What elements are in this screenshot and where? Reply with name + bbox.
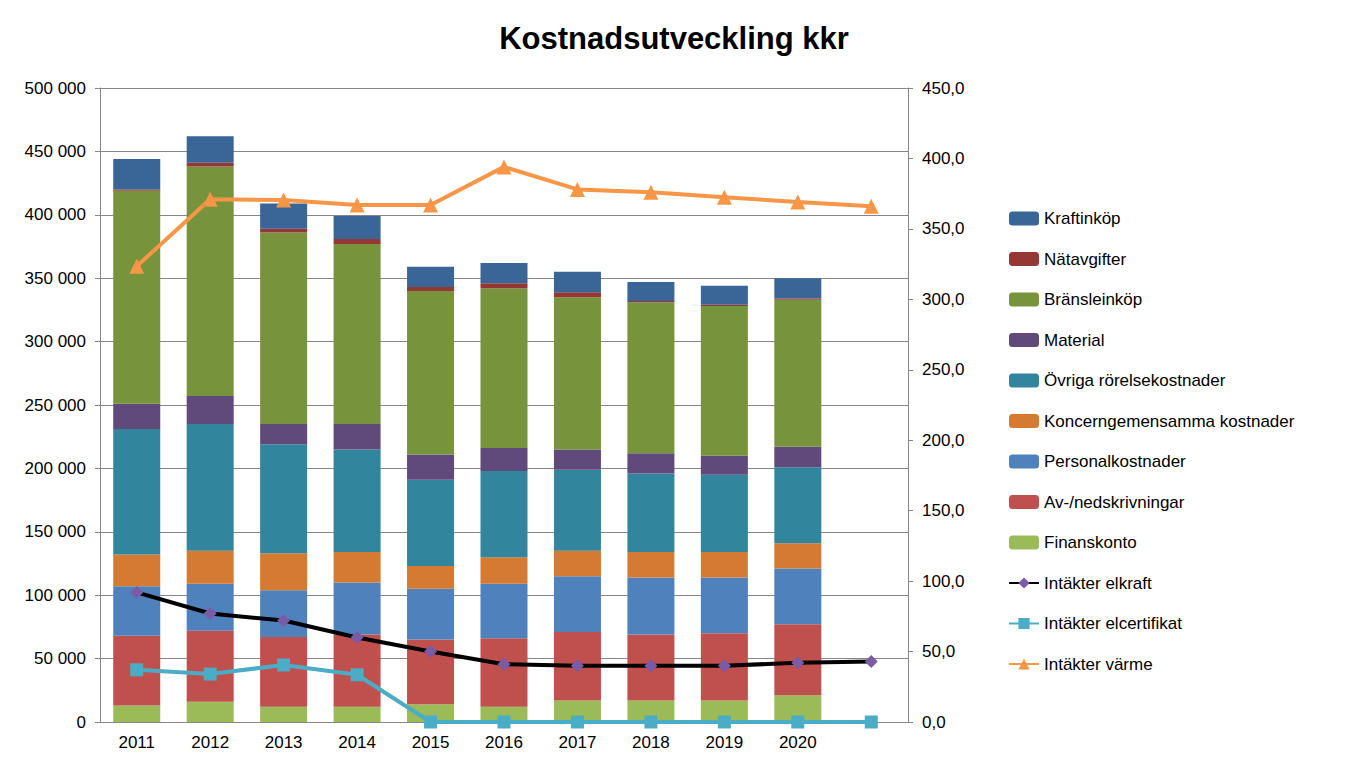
svg-text:300,0: 300,0 [922, 290, 965, 309]
svg-text:0,0: 0,0 [922, 713, 946, 732]
svg-text:2012: 2012 [191, 733, 229, 752]
svg-text:2014: 2014 [338, 733, 376, 752]
svg-text:150 000: 150 000 [25, 522, 86, 541]
svg-text:Övriga rörelsekostnader: Övriga rörelsekostnader [1044, 371, 1226, 390]
svg-text:100,0: 100,0 [922, 572, 965, 591]
svg-text:150,0: 150,0 [922, 501, 965, 520]
svg-text:Finanskonto: Finanskonto [1044, 533, 1137, 552]
svg-text:50 000: 50 000 [34, 649, 86, 668]
svg-text:Intäkter elkraft: Intäkter elkraft [1044, 574, 1152, 593]
svg-text:Personalkostnader: Personalkostnader [1044, 452, 1186, 471]
svg-text:450 000: 450 000 [25, 142, 86, 161]
svg-text:Kraftinköp: Kraftinköp [1044, 209, 1121, 228]
svg-text:200,0: 200,0 [922, 431, 965, 450]
svg-text:400 000: 400 000 [25, 205, 86, 224]
svg-text:2019: 2019 [705, 733, 743, 752]
svg-text:Av-/nedskrivningar: Av-/nedskrivningar [1044, 493, 1185, 512]
svg-text:400,0: 400,0 [922, 149, 965, 168]
svg-text:2020: 2020 [779, 733, 817, 752]
svg-text:300 000: 300 000 [25, 332, 86, 351]
svg-text:2017: 2017 [559, 733, 597, 752]
svg-text:100 000: 100 000 [25, 586, 86, 605]
svg-text:Koncerngemensamma kostnader: Koncerngemensamma kostnader [1044, 412, 1295, 431]
svg-text:2018: 2018 [632, 733, 670, 752]
svg-text:Intäkter värme: Intäkter värme [1044, 655, 1153, 674]
svg-text:2015: 2015 [412, 733, 450, 752]
svg-text:2016: 2016 [485, 733, 523, 752]
svg-text:Nätavgifter: Nätavgifter [1044, 250, 1127, 269]
svg-text:Intäkter elcertifikat: Intäkter elcertifikat [1044, 614, 1182, 633]
svg-text:500 000: 500 000 [25, 79, 86, 98]
svg-text:2011: 2011 [118, 733, 155, 752]
svg-text:Bränsleinköp: Bränsleinköp [1044, 290, 1142, 309]
svg-text:50,0: 50,0 [922, 642, 955, 661]
svg-text:Material: Material [1044, 331, 1104, 350]
svg-text:200 000: 200 000 [25, 459, 86, 478]
svg-text:Kostnadsutveckling kkr: Kostnadsutveckling kkr [499, 21, 849, 56]
svg-text:350,0: 350,0 [922, 219, 965, 238]
svg-text:350 000: 350 000 [25, 269, 86, 288]
svg-text:0: 0 [77, 713, 86, 732]
svg-text:2013: 2013 [265, 733, 303, 752]
svg-text:450,0: 450,0 [922, 79, 965, 98]
svg-text:250 000: 250 000 [25, 396, 86, 415]
svg-text:250,0: 250,0 [922, 360, 965, 379]
